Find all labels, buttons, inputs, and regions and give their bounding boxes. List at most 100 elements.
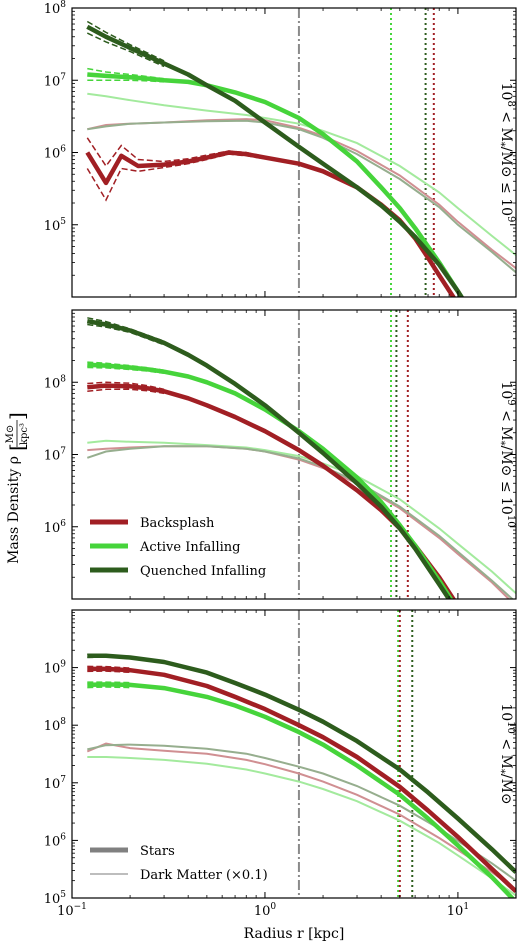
stars-line-quenched-infalling bbox=[86, 318, 452, 599]
y-tick-label-exponent: 8 bbox=[60, 374, 66, 384]
stars-line-active-infalling bbox=[87, 362, 454, 599]
label-text: < M bbox=[498, 406, 514, 441]
x-axis-label: Radius r [kpc] bbox=[244, 926, 345, 942]
panel-plot-area bbox=[85, 8, 516, 297]
label-text: < M bbox=[498, 734, 514, 769]
label-text: /M⊙ ≤ 10 bbox=[498, 446, 514, 515]
y-tick-label-base: 10 bbox=[44, 74, 61, 89]
panel-plot-area bbox=[86, 310, 516, 599]
legend-label-stars: Stars bbox=[140, 844, 175, 859]
dm-line-active-infalling bbox=[87, 439, 516, 595]
y-tick-label: 108 bbox=[44, 0, 67, 17]
y-axis-label-text: Mass Density ρ bbox=[6, 456, 22, 564]
y-tick-label: 105 bbox=[44, 217, 67, 234]
y-tick-label-base: 10 bbox=[44, 219, 61, 234]
y-tick-label: 106 bbox=[44, 832, 67, 849]
y-tick-label-base: 10 bbox=[44, 521, 61, 536]
x-tick-label-exponent: −1 bbox=[74, 902, 87, 912]
y-axis-label: Mass Density ρ M⊙ kpc³ [ ] bbox=[5, 412, 30, 564]
legend-label-backsplash: Backsplash bbox=[140, 516, 215, 531]
y-tick-label-base: 10 bbox=[44, 892, 61, 907]
y-tick-label-exponent: 7 bbox=[60, 72, 66, 82]
y-tick-label-exponent: 6 bbox=[60, 519, 66, 529]
y-tick-label: 106 bbox=[44, 145, 67, 162]
stars-band-low-backsplash bbox=[87, 388, 165, 395]
stars-band-low-quenched-infalling bbox=[86, 32, 165, 68]
legend-label-dark-matter-0-1: Dark Matter (×0.1) bbox=[140, 868, 268, 883]
stellar-mass-range-label: 108 < M*/M⊙ ≤ 109 bbox=[495, 83, 516, 223]
legend-label-quenched-infalling: Quenched Infalling bbox=[140, 564, 266, 579]
x-tick-label: 101 bbox=[447, 902, 469, 919]
y-tick-label-exponent: 7 bbox=[60, 447, 66, 457]
panel-plot-area bbox=[86, 610, 516, 898]
y-tick-label-base: 10 bbox=[44, 777, 61, 792]
y-tick-label: 106 bbox=[44, 519, 67, 536]
stars-band-low-active-infalling bbox=[87, 686, 131, 689]
x-tick-label-base: 10 bbox=[254, 904, 271, 919]
dm-line-quenched-infalling bbox=[86, 445, 514, 599]
y-tick-label: 107 bbox=[44, 775, 67, 792]
dm-line-active-infalling bbox=[87, 92, 516, 256]
type-legend: Stars Dark Matter (×0.1) bbox=[90, 844, 268, 883]
dm-line-backsplash bbox=[86, 742, 516, 891]
stars-line-backsplash bbox=[87, 666, 516, 894]
y-tick-label-exponent: 7 bbox=[60, 775, 66, 785]
y-tick-label-base: 10 bbox=[44, 662, 61, 677]
x-tick-label-exponent: 1 bbox=[463, 902, 469, 912]
stars-line-active-infalling bbox=[87, 72, 465, 297]
label-exponent: 10 bbox=[505, 721, 516, 734]
label-exponent: 8 bbox=[505, 100, 516, 106]
y-tick-label-exponent: 6 bbox=[60, 145, 66, 155]
label-text: /M⊙ ≤ 10 bbox=[498, 147, 514, 216]
x-tick-label: 10−1 bbox=[57, 902, 87, 919]
series-legend: Backsplash Active Infalling Quenched Infal… bbox=[90, 516, 266, 579]
label-subscript: * bbox=[495, 441, 506, 446]
x-tick-label-exponent: 0 bbox=[270, 902, 276, 912]
y-tick-label-base: 10 bbox=[44, 2, 61, 17]
legend-label-active-infalling: Active Infalling bbox=[139, 540, 240, 555]
y-tick-label-base: 10 bbox=[44, 147, 61, 162]
dm-line-backsplash bbox=[87, 118, 516, 269]
y-tick-label-exponent: 5 bbox=[60, 217, 66, 227]
label-base: 10 bbox=[498, 83, 514, 101]
y-tick-label-base: 10 bbox=[44, 834, 61, 849]
y-tick-label: 107 bbox=[44, 447, 67, 464]
label-subscript: * bbox=[495, 769, 506, 774]
y-axis-unit-denominator: kpc³ bbox=[19, 423, 30, 445]
y-tick-label-exponent: 9 bbox=[60, 660, 66, 670]
y-tick-label: 109 bbox=[44, 660, 67, 677]
stars-band-high-active-infalling bbox=[87, 681, 131, 684]
dm-line-active-infalling bbox=[87, 756, 516, 897]
y-tick-label-exponent: 8 bbox=[60, 717, 66, 727]
label-base: 10 bbox=[498, 703, 514, 721]
stars-line-active-infalling bbox=[87, 682, 516, 898]
label-base: 10 bbox=[498, 381, 514, 399]
y-axis-unit-bracket-right: ] bbox=[5, 412, 29, 420]
y-tick-label: 107 bbox=[44, 72, 67, 89]
x-tick-label-base: 10 bbox=[57, 904, 74, 919]
stars-line-quenched-infalling bbox=[87, 653, 516, 874]
y-tick-label: 105 bbox=[44, 890, 67, 907]
x-tick-label: 100 bbox=[254, 902, 277, 919]
stars-band-high-backsplash bbox=[87, 381, 165, 391]
dm-line-quenched-infalling bbox=[87, 119, 516, 274]
shared-axis-layer: Radius r [kpc] Mass Density ρ M⊙ kpc³ [ … bbox=[5, 412, 344, 942]
label-exponent: 9 bbox=[505, 216, 516, 222]
stars-line-quenched-infalling bbox=[86, 24, 465, 297]
stars-band-high-backsplash bbox=[87, 665, 131, 669]
label-text: < M bbox=[498, 107, 514, 142]
y-tick-label-exponent: 5 bbox=[60, 890, 66, 900]
panel-frame bbox=[71, 609, 517, 899]
label-subscript: * bbox=[495, 142, 506, 147]
y-tick-label-base: 10 bbox=[44, 719, 61, 734]
y-tick-label: 108 bbox=[44, 717, 67, 734]
stellar-mass-range-label: 109 < M*/M⊙ ≤ 1010 bbox=[495, 381, 516, 527]
label-exponent: 9 bbox=[505, 399, 516, 405]
x-tick-label-base: 10 bbox=[447, 904, 464, 919]
y-tick-label-exponent: 6 bbox=[60, 832, 66, 842]
